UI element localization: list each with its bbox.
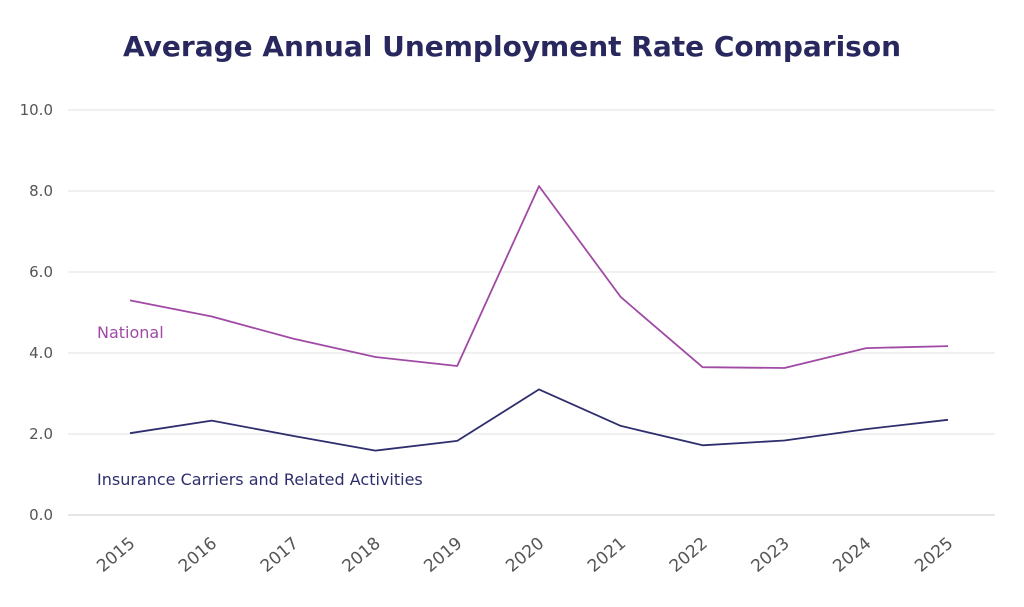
series-line-national	[129, 185, 949, 369]
x-tick-label: 2018	[339, 534, 385, 577]
x-tick-label: 2021	[584, 534, 630, 577]
x-tick-label: 2024	[829, 534, 875, 577]
series-label-national: National	[97, 323, 164, 342]
x-tick-label: 2019	[420, 534, 466, 577]
x-tick-label: 2023	[748, 534, 794, 577]
x-tick-label: 2016	[175, 534, 221, 577]
y-tick-label: 4.0	[29, 344, 53, 362]
y-tick-label: 8.0	[29, 182, 53, 200]
y-tick-label: 10.0	[20, 101, 53, 119]
y-tick-label: 6.0	[29, 263, 53, 281]
series-line-insurance	[129, 388, 949, 452]
x-tick-label: 2020	[502, 534, 548, 577]
x-tick-label: 2017	[257, 534, 303, 577]
x-tick-label: 2022	[666, 534, 712, 577]
y-tick-label: 0.0	[29, 506, 53, 524]
x-tick-label: 2015	[93, 534, 139, 577]
chart-title: Average Annual Unemployment Rate Compari…	[122, 30, 902, 63]
x-tick-label: 2025	[911, 534, 957, 577]
series-label-insurance: Insurance Carriers and Related Activitie…	[97, 470, 423, 489]
y-tick-label: 2.0	[29, 425, 53, 443]
